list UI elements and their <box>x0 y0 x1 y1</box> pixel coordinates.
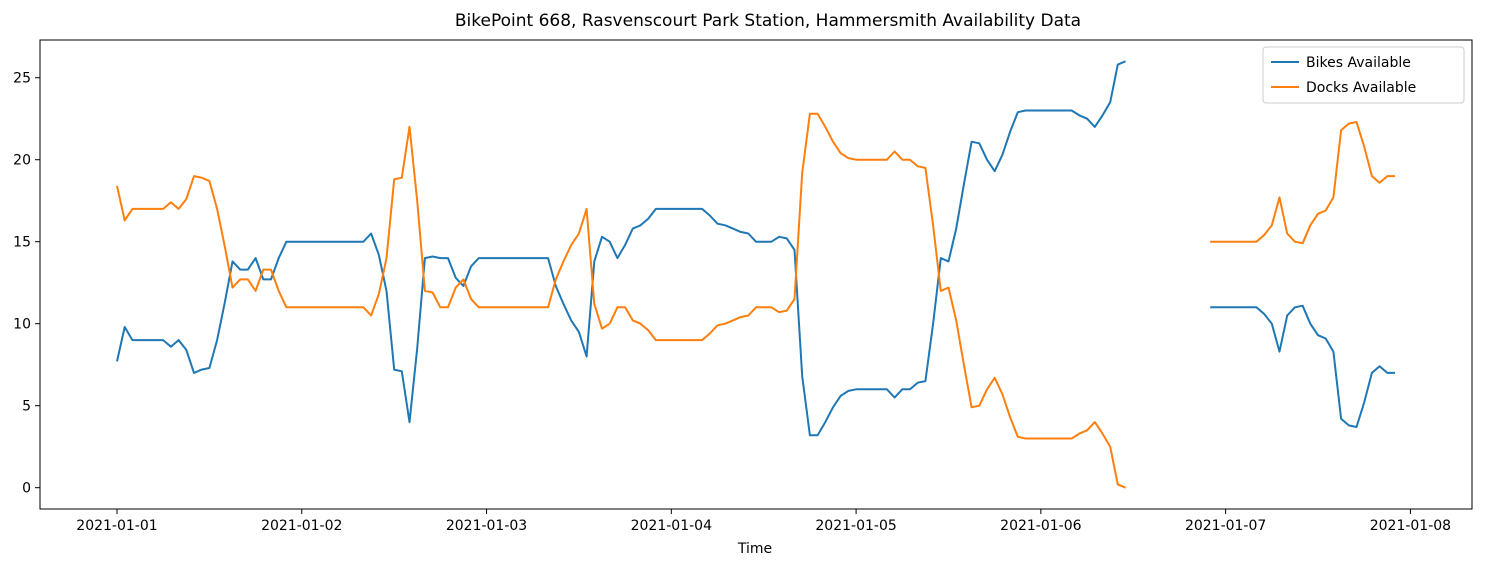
x-tick-label: 2021-01-08 <box>1370 518 1451 534</box>
legend: Bikes Available Docks Available <box>1262 46 1465 104</box>
x-axis-label: Time <box>737 541 772 557</box>
series-line-bikes-available-0 <box>116 60 1126 437</box>
y-axis: 0 5 10 15 20 25 <box>13 71 40 497</box>
x-tick-label: 2021-01-02 <box>261 518 342 534</box>
x-tick-label: 2021-01-01 <box>76 518 157 534</box>
x-tick-label: 2021-01-07 <box>1185 518 1266 534</box>
y-tick-label: 15 <box>13 235 31 251</box>
series-line-docks-available-3 <box>1210 121 1395 245</box>
y-tick-label: 0 <box>22 481 31 497</box>
legend-box <box>1262 46 1465 104</box>
x-tick-label: 2021-01-03 <box>446 518 527 534</box>
y-tick-label: 5 <box>22 399 31 415</box>
legend-label: Docks Available <box>1306 80 1416 96</box>
legend-label: Bikes Available <box>1306 55 1411 71</box>
y-tick-label: 20 <box>13 153 31 169</box>
plot-frame <box>39 39 1473 510</box>
series-line-docks-available-1 <box>116 112 1126 489</box>
y-tick-label: 10 <box>13 317 31 333</box>
x-tick-label: 2021-01-06 <box>1000 518 1081 534</box>
x-tick-label: 2021-01-04 <box>631 518 712 534</box>
x-axis: 2021-01-01 2021-01-02 2021-01-03 2021-01-04… <box>76 509 1451 534</box>
x-tick-label: 2021-01-05 <box>815 518 896 534</box>
series-layer <box>116 60 1395 489</box>
chart-title: BikePoint 668, Rasvenscourt Park Station… <box>455 11 1081 31</box>
y-tick-label: 25 <box>13 71 31 87</box>
series-line-bikes-available-2 <box>1210 304 1395 428</box>
